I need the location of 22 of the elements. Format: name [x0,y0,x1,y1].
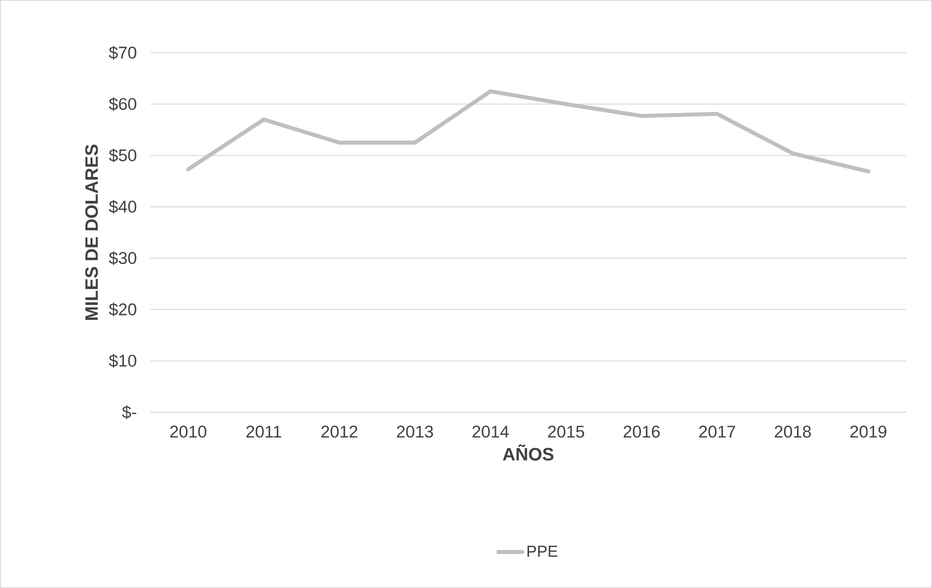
y-axis-title: MILES DE DOLARES [85,144,98,320]
x-tick-label: 2018 [774,426,811,438]
y-tick-label: $70 [108,46,136,60]
x-tick-label: 2013 [396,426,433,438]
x-tick-label: 2011 [246,426,282,438]
y-tick-label: $20 [108,302,136,316]
y-tick-label: $30 [108,251,136,265]
y-tick-label: $10 [108,354,136,368]
x-axis-title: AÑOS [502,444,554,461]
x-tick-label: 2010 [170,426,206,438]
y-tick-label: $50 [108,148,136,162]
x-tick-label: 2014 [472,426,509,438]
y-tick-label: $60 [108,97,136,111]
x-tick-label: 2017 [699,426,736,438]
x-tick-label: 2012 [321,426,358,438]
y-tick-label: $40 [108,200,136,214]
x-tick-label: 2016 [624,426,660,438]
x-tick-label: 2019 [850,426,886,438]
x-tick-label: 2015 [548,426,584,438]
line-series [186,89,870,174]
legend-label: PPE [528,546,558,557]
y-tick-label: $- [122,405,136,420]
